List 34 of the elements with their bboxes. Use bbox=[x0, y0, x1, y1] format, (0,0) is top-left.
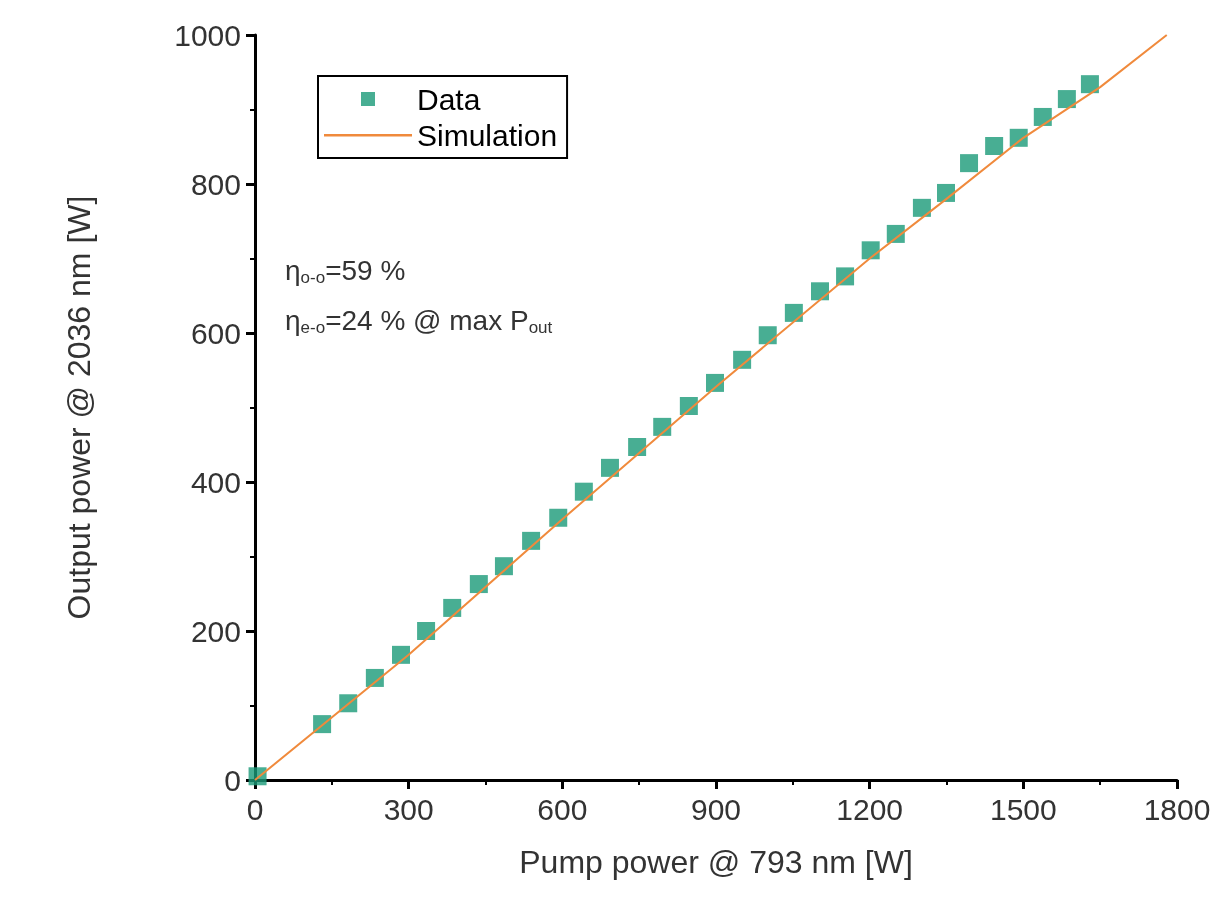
point bbox=[248, 767, 267, 786]
point bbox=[960, 154, 979, 173]
y-tick-label: 1000 bbox=[174, 18, 241, 52]
point bbox=[1080, 75, 1099, 94]
legend-label: Data bbox=[417, 82, 481, 116]
point bbox=[469, 575, 488, 594]
y-tick-label: 800 bbox=[190, 167, 241, 201]
x-axis-title: Pump power @ 793 nm [W] bbox=[519, 844, 913, 880]
y-tick-label: 200 bbox=[190, 614, 241, 648]
point bbox=[810, 282, 829, 301]
point bbox=[600, 458, 619, 477]
legend-label: Simulation bbox=[417, 118, 558, 152]
y-axis-title: Output power @ 2036 nm [W] bbox=[61, 195, 97, 620]
x-tick-label: 1500 bbox=[989, 792, 1057, 826]
point bbox=[574, 482, 593, 501]
point bbox=[1057, 90, 1076, 109]
point bbox=[912, 198, 931, 217]
point bbox=[417, 622, 436, 640]
point bbox=[784, 303, 803, 322]
y-tick-label: 400 bbox=[190, 465, 241, 499]
x-tick-label: 300 bbox=[383, 792, 434, 826]
point bbox=[985, 137, 1004, 156]
x-tick-label: 1800 bbox=[1143, 792, 1211, 826]
x-tick-label: 1200 bbox=[836, 792, 904, 826]
x-tick-label: 600 bbox=[537, 792, 588, 826]
x-tick-label: 0 bbox=[246, 792, 264, 826]
point bbox=[861, 241, 880, 260]
x-tick-label: 900 bbox=[690, 792, 742, 826]
y-tick-label: 0 bbox=[224, 763, 241, 797]
point bbox=[628, 437, 647, 456]
point bbox=[1033, 107, 1052, 126]
point bbox=[443, 598, 462, 617]
point bbox=[758, 326, 777, 345]
y-tick-label: 600 bbox=[190, 316, 241, 350]
